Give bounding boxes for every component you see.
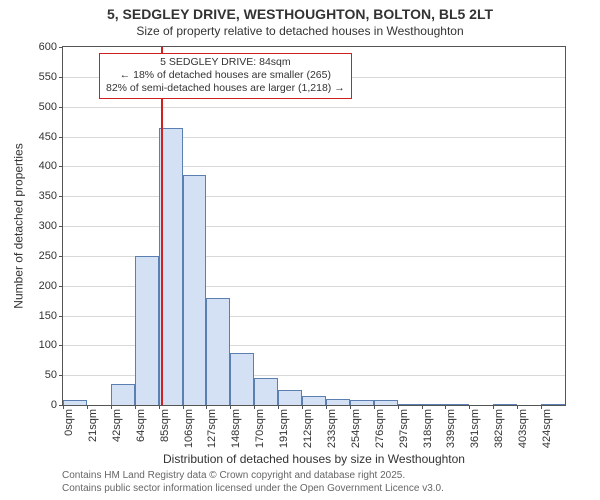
gridline [63,107,565,108]
callout-box: 5 SEDGLEY DRIVE: 84sqm← 18% of detached … [99,53,352,99]
y-tickmark [59,345,63,346]
x-tick-label: 64sqm [135,409,147,442]
y-tick-label: 200 [39,280,57,292]
x-tick-label: 318sqm [422,409,434,448]
callout-line-3: 82% of semi-detached houses are larger (… [106,82,345,95]
x-tick-label: 127sqm [206,409,218,448]
y-tick-label: 250 [39,250,57,262]
x-tick-label: 212sqm [302,409,314,448]
histogram-bar [445,404,469,405]
histogram-bar [374,400,398,405]
y-tick-label: 300 [39,220,57,232]
y-axis-label-text: Number of detached properties [12,143,26,308]
y-tickmark [59,166,63,167]
x-tick-label: 85sqm [159,409,171,442]
histogram-bar [493,404,517,405]
y-tick-label: 600 [39,41,57,53]
x-tick-label: 0sqm [63,409,75,436]
x-tick-label: 382sqm [493,409,505,448]
y-tick-label: 0 [51,399,57,411]
histogram-bar [111,384,135,405]
histogram-bar [398,404,422,405]
x-tick-label: 361sqm [469,409,481,448]
histogram-bar [206,298,230,405]
chart-title: 5, SEDGLEY DRIVE, WESTHOUGHTON, BOLTON, … [0,6,600,22]
y-tickmark [59,107,63,108]
histogram-bar [350,400,374,405]
y-tick-label: 50 [45,369,57,381]
chart-subtitle: Size of property relative to detached ho… [0,24,600,38]
credits: Contains HM Land Registry data © Crown c… [62,470,444,495]
plot-area: 0501001502002503003504004505005506000sqm… [62,46,566,406]
y-tickmark [59,196,63,197]
y-tick-label: 350 [39,190,57,202]
x-tick-label: 148sqm [230,409,242,448]
x-tick-label: 276sqm [374,409,386,448]
y-tick-label: 100 [39,339,57,351]
marker-line [161,47,163,405]
y-tick-label: 550 [39,71,57,83]
y-tick-label: 500 [39,101,57,113]
credits-line-2: Contains public sector information licen… [62,483,444,496]
y-tickmark [59,375,63,376]
y-tickmark [59,137,63,138]
y-tickmark [59,286,63,287]
histogram-bar [278,390,302,405]
x-tick-label: 339sqm [445,409,457,448]
callout-line-2: ← 18% of detached houses are smaller (26… [106,69,345,82]
credits-line-1: Contains HM Land Registry data © Crown c… [62,470,444,483]
x-tick-label: 297sqm [398,409,410,448]
histogram-bar [541,404,565,405]
y-tickmark [59,256,63,257]
x-tick-label: 191sqm [278,409,290,448]
histogram-bar [326,399,350,405]
gridline [63,226,565,227]
x-tick-label: 106sqm [183,409,195,448]
histogram-bar [422,404,446,405]
x-tick-label: 424sqm [541,409,553,448]
y-tick-label: 450 [39,131,57,143]
histogram-bar [183,175,207,405]
callout-line-1: 5 SEDGLEY DRIVE: 84sqm [106,56,345,69]
x-tick-label: 233sqm [326,409,338,448]
y-tick-label: 150 [39,310,57,322]
histogram-bar [254,378,278,405]
histogram-bar [135,256,159,405]
gridline [63,166,565,167]
y-axis-label: Number of detached properties [12,46,26,406]
histogram-bar [230,353,254,406]
gridline [63,137,565,138]
x-tick-label: 403sqm [517,409,529,448]
y-tick-label: 400 [39,160,57,172]
x-tick-label: 170sqm [254,409,266,448]
gridline [63,196,565,197]
x-tick-label: 254sqm [350,409,362,448]
y-tickmark [59,226,63,227]
x-tick-label: 21sqm [87,409,99,442]
y-tickmark [59,47,63,48]
x-tick-label: 42sqm [111,409,123,442]
histogram-bar [63,400,87,405]
histogram-bar [302,396,326,405]
y-tickmark [59,77,63,78]
y-tickmark [59,316,63,317]
x-axis-label: Distribution of detached houses by size … [62,452,566,466]
